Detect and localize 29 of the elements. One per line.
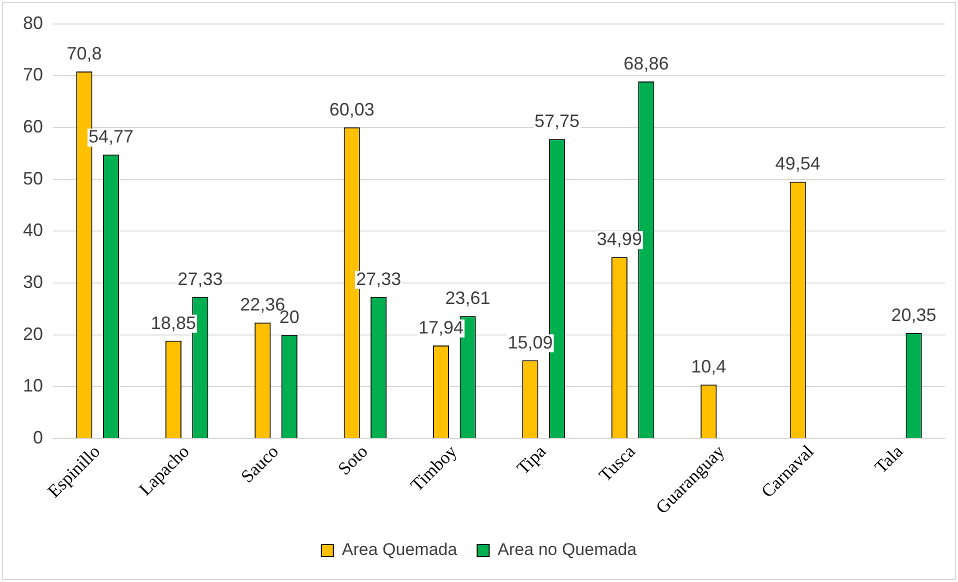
- y-tick-label: 10: [22, 376, 44, 396]
- x-tick-label: Soto: [334, 441, 372, 479]
- data-label: 17,94: [418, 317, 464, 338]
- y-tick-label: 80: [22, 12, 44, 33]
- y-tick-label: 60: [22, 116, 44, 136]
- data-label: 10,4: [691, 356, 726, 377]
- data-label: 20,35: [891, 305, 936, 325]
- data-label: 18,85: [150, 312, 196, 333]
- data-label: 49,54: [775, 154, 820, 174]
- legend-label: Area no Quemada: [498, 540, 638, 560]
- data-label: 70,8: [66, 43, 102, 64]
- x-tick-label: Tipa: [512, 441, 550, 478]
- y-tick-label: 70: [22, 64, 44, 85]
- y-tick-label: 30: [22, 272, 44, 292]
- data-label: 27,33: [356, 268, 402, 289]
- y-tick-label: 0: [33, 427, 44, 448]
- data-label: 23,61: [445, 288, 490, 308]
- y-tick-label: 40: [22, 220, 44, 240]
- data-label: 57,75: [534, 111, 580, 132]
- data-label: 15,09: [508, 332, 553, 352]
- x-tick-label: Tala: [870, 441, 907, 478]
- y-tick-label: 50: [22, 168, 44, 188]
- legend-label: Area Quemada: [342, 540, 458, 560]
- y-tick-label: 20: [22, 324, 44, 344]
- data-label: 54,77: [88, 126, 134, 147]
- data-label: 68,86: [624, 54, 669, 74]
- data-label: 34,99: [596, 229, 642, 250]
- data-label: 27,33: [178, 268, 223, 289]
- data-label: 60,03: [329, 99, 374, 120]
